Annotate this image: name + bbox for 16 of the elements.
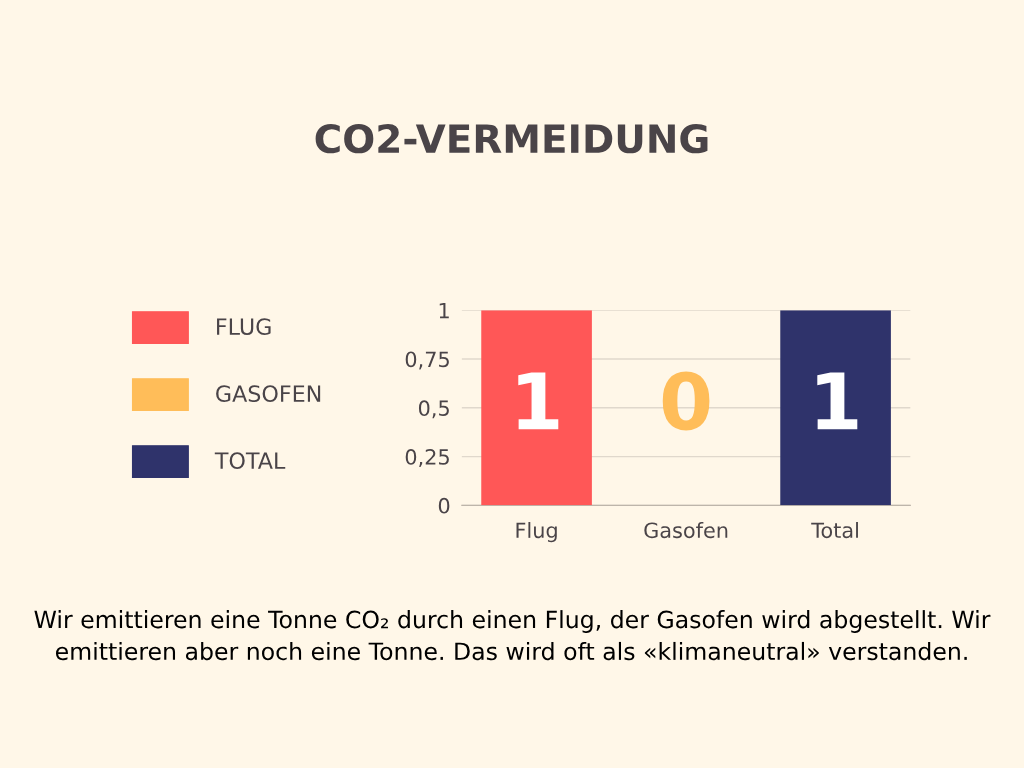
data-label: 0 [662, 371, 710, 431]
legend-label: TOTAL [214, 452, 286, 470]
y-tick-label: 0,5 [418, 400, 449, 419]
legend-label: GASOFEN [216, 385, 321, 403]
data-label: 1 [518, 372, 559, 430]
chart-title: CO2-VERMEIDUNG [315, 123, 708, 154]
data-label: 1 [817, 372, 858, 430]
y-tick-label: 0,75 [405, 351, 449, 370]
text: Wir emittieren eine Tonne CO₂ durch einen Flug, der Gasofen wird abgestellt. Wir emittieren aber noch eine Tonne. Das wird oft als «klimaneutral» verstanden. [34, 610, 991, 661]
y-tick-label: 1 [439, 303, 449, 319]
legend-label: FLUG [217, 318, 271, 336]
y-tick-label: 0 [438, 497, 450, 514]
x-tick-label: Flug [516, 522, 557, 543]
x-tick-label: Gasofen [644, 522, 728, 539]
y-tick-label: 0,25 [405, 449, 449, 467]
x-tick-label: Total [811, 522, 858, 539]
